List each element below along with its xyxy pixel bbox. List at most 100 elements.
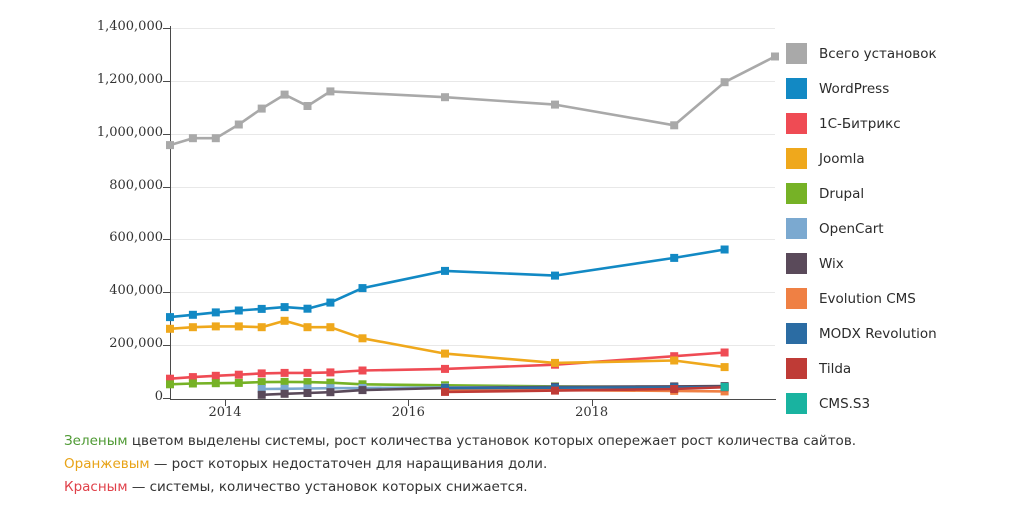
data-point-marker (280, 303, 289, 312)
gridline (170, 186, 775, 188)
caption-1-rest: цветом выделены системы, рост количества… (127, 433, 857, 449)
legend-item[interactable]: CMS.S3 (786, 386, 1019, 421)
legend-swatch-icon (786, 288, 807, 309)
y-tick-label: 600,000 (109, 230, 163, 246)
data-point-marker (257, 369, 266, 378)
caption-3-highlight: Красным (64, 479, 128, 495)
legend-item[interactable]: MODX Revolution (786, 316, 1019, 351)
data-point-marker (441, 93, 449, 102)
data-point-marker (326, 388, 335, 397)
data-point-marker (234, 120, 243, 129)
legend-item[interactable]: OpenCart (786, 211, 1019, 246)
legend-item-label: MODX Revolution (819, 325, 937, 342)
data-point-marker (211, 379, 220, 388)
data-point-marker (257, 304, 266, 313)
data-point-marker (670, 253, 679, 262)
y-tick-mark (163, 345, 170, 347)
legend-swatch-icon (786, 323, 807, 344)
data-point-marker (720, 348, 729, 357)
data-point-marker (720, 363, 729, 372)
legend-item[interactable]: Всего установок (786, 36, 1019, 71)
data-point-marker (551, 100, 559, 109)
legend-item-label: 1С-Битрикс (819, 115, 901, 132)
legend-item[interactable]: Drupal (786, 176, 1019, 211)
data-point-marker (441, 364, 449, 373)
legend-swatch-icon (786, 183, 807, 204)
data-point-marker (441, 266, 449, 275)
data-point-marker (551, 271, 559, 280)
data-point-marker (670, 121, 679, 130)
y-axis-line (170, 26, 171, 400)
data-point-marker (211, 308, 220, 317)
series-line (169, 55, 776, 147)
caption-2-rest: — рост которых недостаточен для наращива… (149, 456, 548, 472)
data-point-marker (234, 322, 243, 331)
data-point-marker (441, 387, 449, 396)
y-tick-label: 1,400,000 (96, 19, 163, 34)
data-point-marker (670, 356, 679, 365)
y-tick-label: 200,000 (109, 336, 163, 352)
data-point-marker (166, 374, 174, 383)
data-point-marker (280, 368, 289, 377)
data-point-marker (326, 323, 335, 332)
data-point-marker (166, 380, 174, 389)
legend-item[interactable]: Joomla (786, 141, 1019, 176)
legend-item-label: Drupal (819, 185, 865, 202)
legend-swatch-icon (786, 358, 807, 379)
x-tick-mark (408, 399, 410, 406)
caption-line-2: Оранжевым — рост которых недостаточен дл… (64, 453, 964, 476)
data-point-marker (358, 284, 367, 293)
data-point-marker (303, 102, 312, 110)
data-point-marker (166, 324, 174, 333)
legend-item[interactable]: Evolution CMS (786, 281, 1019, 316)
gridline (170, 80, 775, 82)
data-point-marker (234, 378, 243, 387)
data-point-marker (303, 378, 312, 387)
data-point-marker (720, 78, 729, 87)
series-line (169, 248, 725, 319)
x-axis-line (170, 399, 776, 400)
y-tick-mark (163, 133, 170, 135)
data-point-marker (188, 379, 197, 388)
legend-item-label: Tilda (819, 360, 852, 377)
caption-line-1: Зеленым цветом выделены системы, рост ко… (64, 430, 964, 453)
series-всего-установок (166, 52, 779, 150)
y-tick-label: 400,000 (109, 283, 163, 299)
legend-swatch-icon (786, 78, 807, 99)
data-point-marker (358, 386, 367, 395)
data-point-marker (234, 370, 243, 379)
data-point-marker (188, 323, 197, 332)
y-tick-mark (163, 80, 170, 82)
legend-item[interactable]: 1С-Битрикс (786, 106, 1019, 141)
data-point-marker (188, 134, 197, 143)
data-point-marker (280, 316, 289, 325)
series-joomla (166, 316, 729, 372)
y-tick-label: 0 (154, 389, 163, 404)
data-point-marker (257, 385, 266, 393)
series-line (169, 319, 725, 369)
legend-item[interactable]: Wix (786, 246, 1019, 281)
y-tick-label: 1,200,000 (96, 71, 163, 87)
data-point-marker (358, 334, 367, 343)
data-point-marker (211, 134, 220, 143)
data-point-marker (280, 389, 289, 398)
y-tick-label: 1,000,000 (96, 124, 163, 140)
legend-item[interactable]: WordPress (786, 71, 1019, 106)
data-point-marker (303, 389, 312, 397)
legend-swatch-icon (786, 113, 807, 134)
data-point-marker (257, 390, 266, 399)
data-point-marker (303, 368, 312, 377)
data-point-marker (358, 366, 367, 375)
legend-item[interactable]: Tilda (786, 351, 1019, 386)
x-tick-mark (225, 399, 226, 406)
y-tick-mark (163, 28, 170, 29)
gridline (170, 239, 775, 241)
caption-1-highlight: Зеленым (64, 433, 128, 449)
chart-legend: Всего установок WordPress 1С-Битрикс Joomla… (786, 36, 1019, 421)
data-point-marker (720, 387, 729, 396)
data-point-marker (166, 141, 174, 150)
gridline (170, 133, 775, 135)
data-point-marker (280, 384, 289, 393)
data-point-marker (234, 306, 243, 315)
plot-area (166, 28, 779, 399)
